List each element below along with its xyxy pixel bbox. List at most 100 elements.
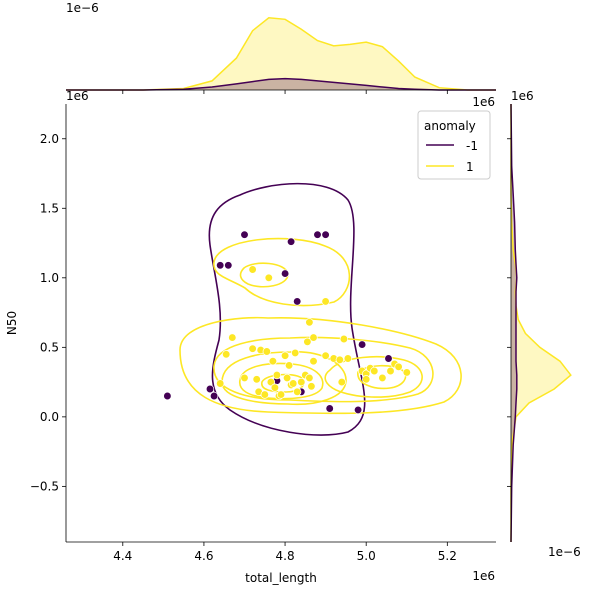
legend-title: anomaly	[424, 119, 476, 133]
point-series-1-19	[282, 373, 292, 383]
point-series-1-46	[386, 366, 395, 376]
x-axis-ticks: 4.4 4.6 4.8 5.0 5.2	[113, 542, 457, 563]
point-series-1-23	[291, 348, 300, 358]
kde-contour-level-6	[324, 356, 423, 398]
point-series-neg1-1	[205, 384, 215, 394]
top-marginal-scale-label: 1e−6	[66, 1, 99, 15]
point-series-neg1-14	[353, 405, 363, 415]
right-marginal-ticks	[507, 138, 511, 487]
point-series-1-17	[276, 390, 286, 399]
point-series-1-22	[289, 379, 298, 388]
top-marginal-fill-series-neg1	[66, 78, 496, 90]
main-panel: 4.4 4.6 4.8 5.0 5.2 −0.5 0.0 0.5 1.0 1.5 2.0 tota…	[5, 89, 496, 585]
y-tick-label-5: 2.0	[40, 132, 59, 146]
kde-contour-level-1	[179, 316, 462, 415]
legend-label-1: 1	[466, 160, 474, 174]
point-series-1-5	[248, 265, 257, 274]
point-series-1-9	[260, 390, 269, 399]
point-series-neg1-13	[325, 404, 334, 413]
kde-contour-level-8	[357, 364, 407, 390]
top-marginal-line-series-1	[66, 17, 496, 91]
point-series-1-25	[297, 377, 306, 387]
right-marginal-scale-label: 1e−6	[548, 545, 581, 559]
top-marginal-corner-label: 1e6	[472, 95, 495, 109]
kde-contour-level-3	[213, 336, 434, 403]
kde-contour-series-neg1	[208, 182, 366, 436]
point-series-neg1-15	[357, 340, 367, 349]
x-axis-scale-label: 1e6	[472, 569, 495, 583]
y-axis-ticks: −0.5 0.0 0.5 1.0 1.5 2.0	[30, 132, 66, 493]
point-series-1-1	[222, 350, 231, 359]
scatter-points	[163, 230, 411, 415]
y-axis-scale-label: 1e6	[66, 89, 89, 103]
point-series-1-13	[268, 357, 278, 366]
point-series-1-37	[337, 377, 346, 387]
point-series-1-12	[266, 377, 276, 387]
right-marginal-line-series-neg1	[510, 103, 518, 543]
point-series-1-11	[264, 273, 273, 282]
point-series-1-6	[252, 375, 261, 384]
kde-contour-level-5	[221, 351, 347, 406]
point-series-1-31	[309, 333, 318, 342]
point-series-neg1-12	[321, 230, 330, 239]
point-series-neg1-8	[293, 297, 302, 306]
legend-label-neg1: -1	[466, 139, 478, 153]
top-marginal-line-series-neg1	[66, 77, 496, 91]
y-tick-label-4: 1.5	[40, 201, 59, 215]
point-series-1-34	[321, 351, 330, 360]
point-series-neg1-11	[313, 230, 322, 239]
point-series-neg1-3	[216, 261, 225, 270]
point-series-neg1-2	[209, 391, 219, 401]
point-series-1-30	[307, 382, 316, 391]
point-series-1-15	[272, 370, 282, 380]
top-marginal-ticks	[122, 90, 448, 94]
x-tick-label-4: 5.2	[438, 549, 457, 563]
point-series-1-39	[343, 354, 353, 363]
top-marginal-fill-series-1	[66, 17, 496, 90]
right-marginal-line-series-1	[510, 104, 572, 542]
point-series-neg1-0	[163, 391, 172, 401]
x-axis-label: total_length	[245, 571, 317, 585]
y-tick-label-2: 0.5	[40, 340, 59, 354]
right-marginal-panel: 1e6 1e−6	[507, 89, 581, 559]
point-series-1-33	[321, 297, 330, 306]
x-tick-label-2: 4.8	[276, 549, 295, 563]
point-series-1-38	[339, 334, 349, 344]
point-series-neg1-16	[384, 354, 393, 363]
kde-contours-series-1	[179, 237, 462, 415]
point-series-1-10	[262, 347, 271, 356]
point-series-neg1-7	[286, 237, 296, 246]
x-tick-label-1: 4.6	[194, 549, 213, 563]
point-series-1-3	[240, 373, 249, 383]
point-series-1-28	[305, 318, 314, 327]
kde-contour-level-7	[239, 362, 324, 400]
y-axis-label: N50	[5, 311, 19, 335]
point-series-1-36	[335, 355, 344, 364]
point-series-1-48	[394, 362, 403, 371]
right-marginal-fill-series-neg1	[511, 104, 517, 542]
point-series-1-42	[362, 375, 371, 384]
point-series-1-0	[216, 379, 225, 388]
y-tick-label-3: 1.0	[40, 271, 59, 285]
point-series-1-27	[303, 337, 312, 346]
y-tick-label-1: 0.0	[40, 410, 59, 424]
kde-contour-level-4	[239, 262, 289, 288]
legend: anomaly -1 1	[417, 110, 491, 180]
kde-contour-level-2	[213, 237, 351, 307]
point-series-1-24	[293, 387, 302, 396]
top-marginal-panel: 1e−6 1e6	[66, 1, 496, 109]
y-tick-label-0: −0.5	[30, 479, 59, 493]
point-series-neg1-5	[240, 230, 249, 239]
point-series-1-18	[280, 351, 290, 360]
point-series-1-14	[270, 383, 280, 392]
point-series-1-4	[248, 344, 257, 353]
point-series-1-44	[370, 366, 379, 376]
point-series-1-29	[305, 373, 314, 383]
point-series-neg1-4	[224, 261, 233, 270]
point-series-1-32	[309, 357, 318, 366]
right-marginal-corner-label: 1e6	[511, 89, 534, 103]
contours	[179, 182, 462, 436]
point-series-1-49	[402, 368, 411, 377]
point-series-neg1-6	[280, 269, 290, 278]
